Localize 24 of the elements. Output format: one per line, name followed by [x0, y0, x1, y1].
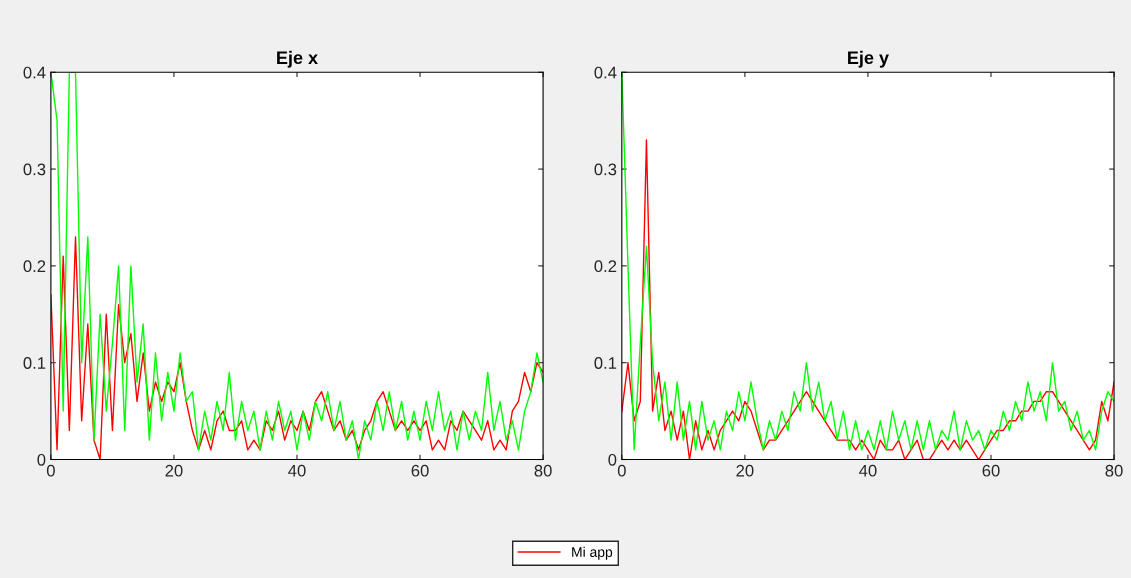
x-tick-label: 80	[1105, 464, 1123, 477]
x-tick-label: 0	[46, 464, 55, 477]
y-tick-label: 0.4	[23, 66, 46, 79]
y-tick-label: 0.3	[594, 163, 617, 176]
y-tick-label: 0.2	[594, 260, 617, 273]
chart-title: Eje x	[277, 50, 318, 68]
y-tick-label: 0.1	[594, 357, 617, 369]
x-tick-label: 40	[288, 464, 306, 477]
y-tick-label: 0.4	[594, 66, 617, 79]
y-tick-label: 0.3	[23, 163, 46, 176]
x-tick-label: 40	[859, 464, 877, 477]
x-tick-label: 20	[736, 464, 754, 477]
x-tick-label: 80	[534, 464, 552, 477]
x-tick-label: 60	[982, 464, 1000, 477]
legend-label: Mi app	[572, 546, 613, 560]
y-tick-label: 0	[37, 453, 46, 466]
x-tick-label: 20	[165, 464, 183, 477]
y-tick-label: 0.2	[23, 260, 46, 273]
line-series	[50, 72, 544, 460]
y-tick-label: 0.1	[23, 357, 46, 369]
chart-title: Eje y	[848, 50, 889, 68]
x-tick-label: 0	[617, 464, 626, 477]
x-tick-label: 60	[411, 464, 429, 477]
y-tick-label: 0	[608, 453, 617, 466]
